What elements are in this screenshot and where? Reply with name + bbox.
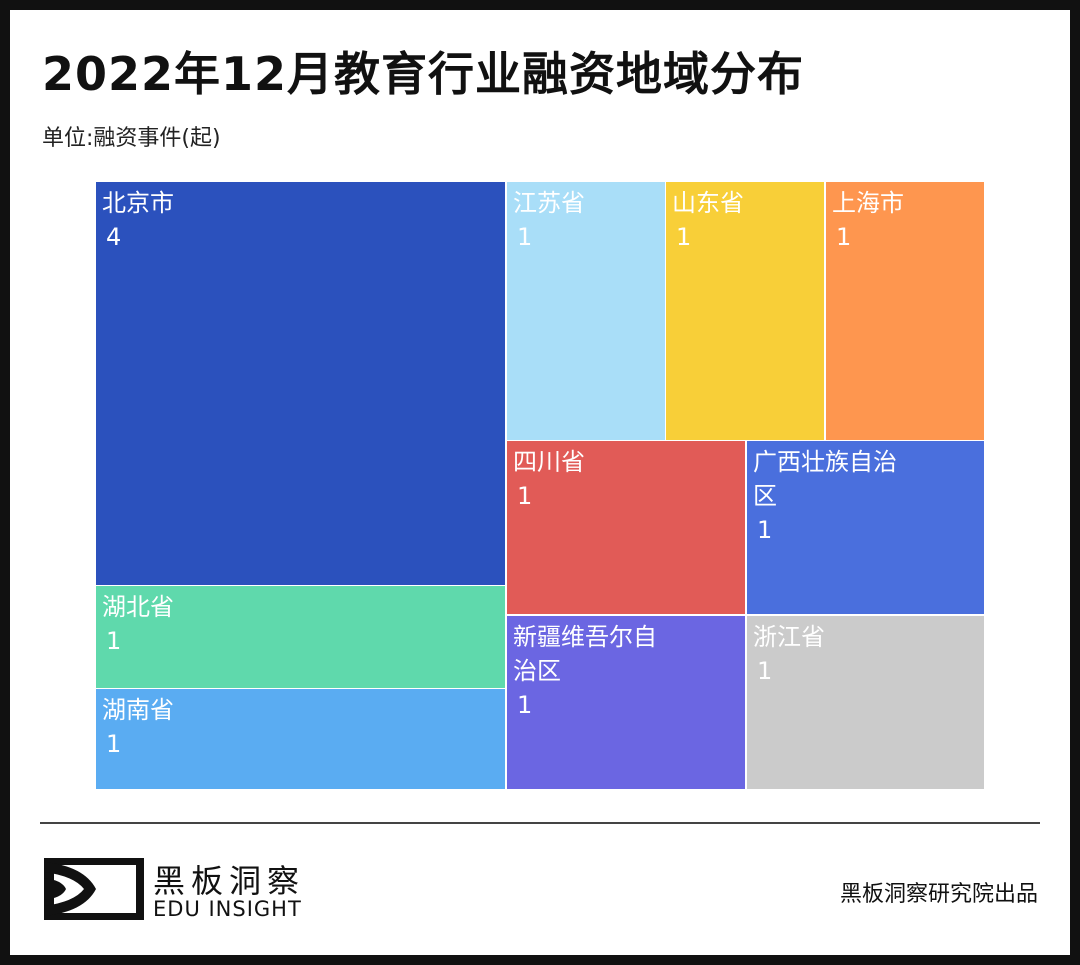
cell-label: 山东省 xyxy=(672,189,744,217)
treemap-cell: 浙江省 1 xyxy=(747,616,984,789)
brand-name-en: EDU INSIGHT xyxy=(153,897,302,921)
treemap-cell: 新疆维吾尔自治区 1 xyxy=(507,616,745,789)
treemap-cell: 湖南省 1 xyxy=(96,689,505,789)
credit-text: 黑板洞察研究院出品 xyxy=(839,882,1038,907)
treemap-cell: 江苏省 1 xyxy=(507,182,665,440)
eye-logo-icon xyxy=(44,858,144,920)
cell-label: 新疆维吾尔自治区 xyxy=(513,623,657,685)
cell-value: 4 xyxy=(106,223,122,251)
cell-value: 1 xyxy=(106,730,122,758)
cell-label: 上海市 xyxy=(832,189,904,217)
cell-value: 1 xyxy=(836,223,852,251)
treemap-cell: 山东省 1 xyxy=(666,182,824,440)
cell-label: 北京市 xyxy=(102,189,174,217)
cell-label: 湖北省 xyxy=(102,593,174,621)
treemap-cell: 四川省 1 xyxy=(507,441,745,614)
unit-label: 单位:融资事件(起) xyxy=(42,126,221,151)
cell-value: 1 xyxy=(106,627,122,655)
cell-label: 江苏省 xyxy=(513,189,585,217)
cell-label: 浙江省 xyxy=(753,623,825,651)
treemap-cell: 北京市 4 xyxy=(96,182,505,585)
cell-label: 四川省 xyxy=(513,448,585,476)
cell-value: 1 xyxy=(676,223,692,251)
cell-value: 1 xyxy=(517,223,533,251)
chart-title: 2022年12月教育行业融资地域分布 xyxy=(42,47,805,101)
cell-value: 1 xyxy=(517,482,533,510)
cell-value: 1 xyxy=(757,657,773,685)
cell-value: 1 xyxy=(517,691,533,719)
cell-label: 湖南省 xyxy=(102,696,174,724)
brand-name-cn: 黑板洞察 xyxy=(153,862,306,900)
divider xyxy=(40,822,1040,824)
treemap-cell: 广西壮族自治区 1 xyxy=(747,441,984,614)
cell-label: 广西壮族自治区 xyxy=(753,448,897,510)
cell-value: 1 xyxy=(757,516,773,544)
treemap-cell: 上海市 1 xyxy=(826,182,984,440)
treemap-cell: 湖北省 1 xyxy=(96,586,505,688)
